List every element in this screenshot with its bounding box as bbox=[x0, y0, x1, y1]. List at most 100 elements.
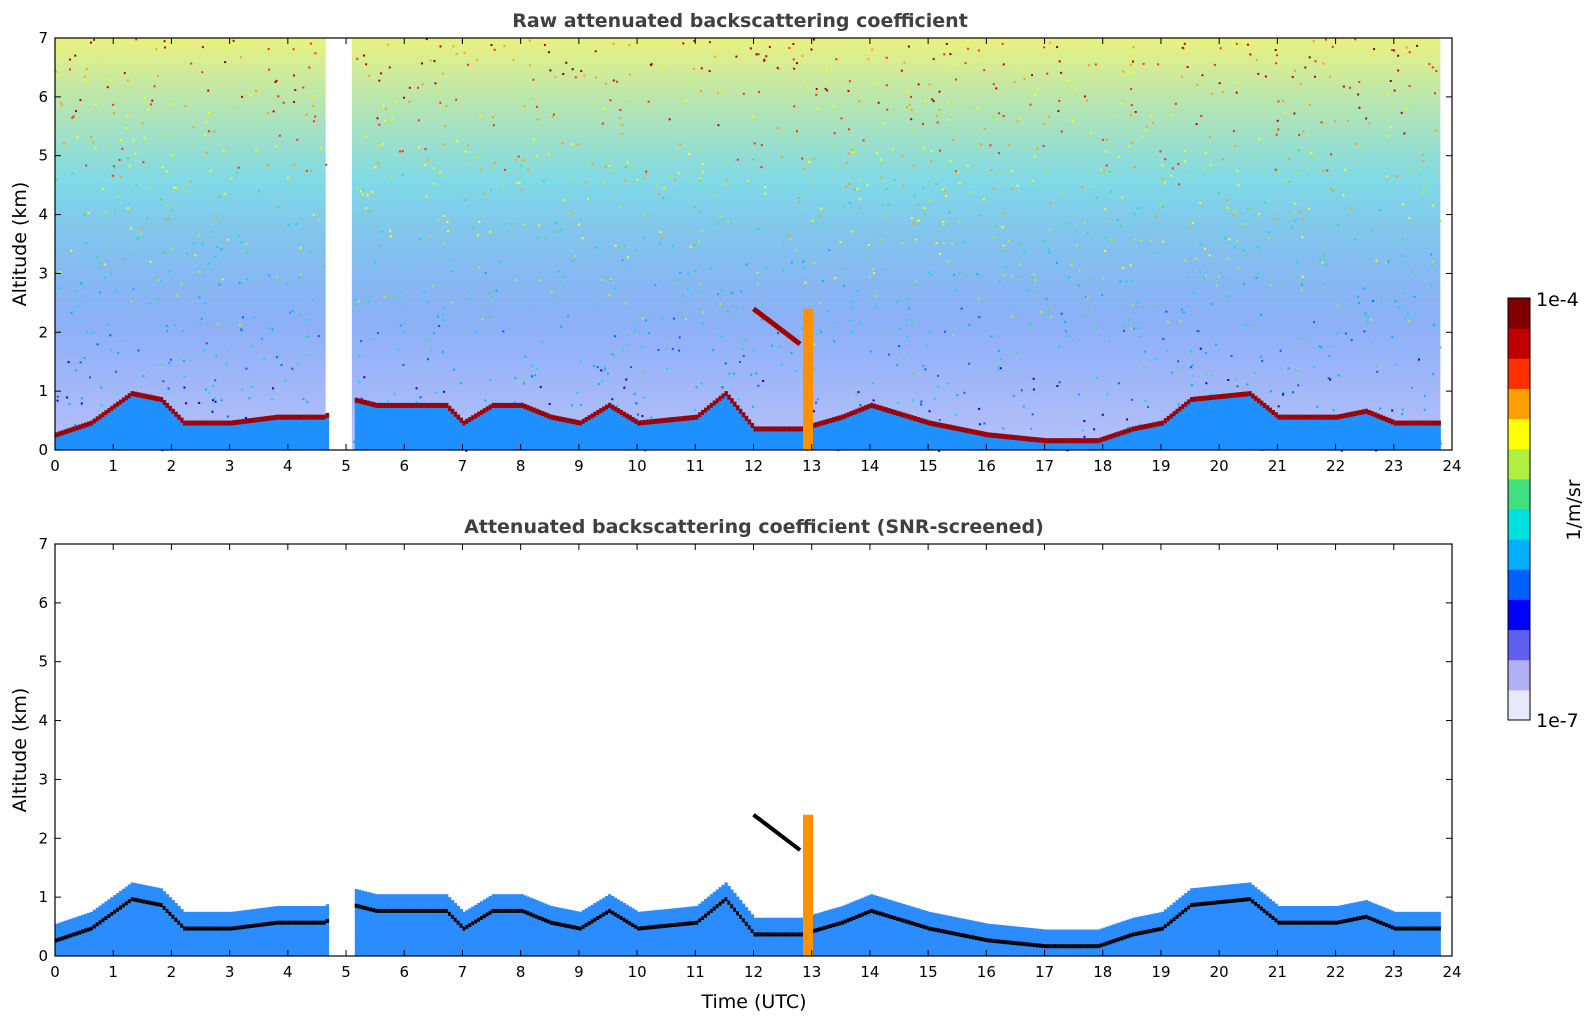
screened-layer-top bbox=[651, 925, 656, 930]
boundary-layer-column bbox=[837, 415, 842, 450]
boundary-layer-column bbox=[686, 415, 690, 450]
noise-speck bbox=[192, 126, 195, 129]
screened-layer-column bbox=[1411, 911, 1415, 956]
boundary-layer-column bbox=[922, 418, 926, 450]
noise-speck bbox=[1034, 93, 1037, 96]
noise-speck bbox=[949, 160, 952, 163]
screened-layer-column bbox=[407, 894, 411, 956]
boundary-layer-column bbox=[1251, 393, 1255, 450]
noise-speck bbox=[1157, 63, 1160, 66]
screened-layer-top bbox=[1117, 937, 1121, 942]
noise-speck bbox=[481, 318, 484, 321]
screened-layer-top bbox=[92, 924, 97, 929]
boundary-layer-column bbox=[657, 418, 661, 450]
boundary-layer-top bbox=[1422, 420, 1427, 426]
boundary-layer-top bbox=[183, 420, 187, 426]
noise-speck bbox=[1343, 168, 1346, 171]
screened-layer-column bbox=[770, 917, 775, 956]
noise-speck bbox=[1085, 313, 1088, 316]
screened-layer-top bbox=[587, 921, 592, 926]
screened-layer-column bbox=[130, 882, 135, 956]
screened-layer-top bbox=[689, 921, 693, 926]
noise-speck bbox=[597, 302, 600, 305]
screened-layer-top bbox=[395, 908, 399, 913]
screened-layer-top bbox=[910, 921, 915, 926]
screened-layer-column bbox=[1283, 905, 1287, 956]
noise-speck bbox=[286, 282, 289, 285]
boundary-layer-column bbox=[834, 416, 839, 450]
boundary-layer-top bbox=[430, 402, 434, 408]
noise-speck bbox=[132, 288, 135, 291]
noise-speck bbox=[619, 108, 622, 111]
screened-layer-column bbox=[1387, 909, 1392, 956]
noise-speck bbox=[1269, 390, 1272, 393]
screened-layer-top bbox=[826, 924, 830, 929]
noise-speck bbox=[995, 225, 998, 228]
noise-speck bbox=[874, 295, 877, 298]
noise-speck bbox=[467, 144, 470, 147]
screened-layer-column bbox=[1251, 884, 1255, 956]
noise-speck bbox=[1028, 276, 1031, 279]
noise-speck bbox=[1023, 77, 1026, 80]
noise-speck bbox=[1370, 318, 1373, 321]
noise-speck bbox=[524, 355, 527, 358]
screened-layer-top bbox=[1143, 930, 1147, 935]
noise-speck bbox=[867, 244, 870, 247]
screened-layer-top bbox=[165, 908, 170, 913]
screened-layer-column bbox=[820, 911, 824, 956]
boundary-layer-column bbox=[255, 417, 260, 450]
noise-speck bbox=[80, 282, 83, 285]
boundary-layer-top bbox=[1248, 391, 1252, 397]
noise-speck bbox=[1119, 280, 1122, 283]
noise-speck bbox=[480, 307, 483, 310]
boundary-layer-top bbox=[666, 417, 670, 423]
noise-speck bbox=[1346, 120, 1349, 123]
noise-speck bbox=[131, 299, 134, 302]
screened-layer-top bbox=[875, 910, 880, 915]
boundary-layer-column bbox=[215, 420, 219, 450]
boundary-layer-column bbox=[849, 411, 853, 450]
noise-speck bbox=[851, 330, 854, 333]
noise-speck bbox=[268, 274, 271, 277]
noise-speck bbox=[542, 180, 545, 183]
noise-speck bbox=[449, 259, 452, 262]
noise-speck bbox=[1182, 311, 1185, 314]
noise-speck bbox=[1324, 38, 1327, 41]
noise-speck bbox=[1228, 238, 1231, 241]
screened-layer-top bbox=[98, 920, 103, 925]
boundary-layer-top bbox=[1064, 438, 1069, 444]
boundary-layer-top bbox=[1114, 432, 1118, 438]
boundary-layer-top bbox=[657, 418, 661, 424]
noise-speck bbox=[117, 195, 120, 198]
boundary-layer-column bbox=[1422, 420, 1427, 450]
screened-layer-top bbox=[421, 908, 426, 913]
noise-speck bbox=[1155, 215, 1158, 218]
noise-speck bbox=[720, 215, 723, 218]
screened-layer-column bbox=[890, 900, 894, 956]
noise-speck bbox=[1189, 349, 1192, 352]
screened-layer-column bbox=[1099, 928, 1104, 956]
boundary-layer-column bbox=[1114, 432, 1118, 450]
noise-speck bbox=[455, 98, 458, 101]
noise-speck bbox=[1029, 103, 1032, 106]
noise-speck bbox=[1180, 308, 1183, 311]
noise-speck bbox=[765, 267, 768, 270]
boundary-layer-top bbox=[1367, 409, 1372, 415]
boundary-layer-top bbox=[162, 399, 167, 405]
boundary-layer-column bbox=[1006, 434, 1011, 450]
noise-speck bbox=[1109, 340, 1112, 343]
boundary-layer-column bbox=[1370, 411, 1374, 450]
noise-speck bbox=[609, 278, 612, 281]
screened-layer-column bbox=[872, 895, 877, 956]
noise-speck bbox=[1120, 102, 1123, 105]
noise-speck bbox=[221, 278, 224, 281]
noise-speck bbox=[618, 246, 621, 249]
screened-layer-top bbox=[1358, 915, 1363, 920]
screened-layer-top bbox=[974, 935, 979, 940]
boundary-layer-top bbox=[98, 414, 103, 420]
screened-layer-top bbox=[736, 911, 740, 916]
noise-speck bbox=[1178, 183, 1181, 186]
screened-layer-column bbox=[794, 917, 798, 956]
noise-speck bbox=[1047, 172, 1050, 175]
noise-speck bbox=[245, 367, 248, 370]
